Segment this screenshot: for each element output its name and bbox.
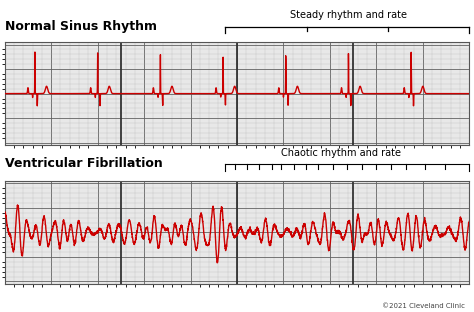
Text: Chaotic rhythm and rate: Chaotic rhythm and rate [281, 148, 401, 158]
Text: Normal Sinus Rhythm: Normal Sinus Rhythm [5, 20, 157, 33]
Text: ©2021 Cleveland Clinic: ©2021 Cleveland Clinic [382, 303, 465, 309]
Text: Steady rhythm and rate: Steady rhythm and rate [290, 10, 407, 20]
Text: Ventricular Fibrillation: Ventricular Fibrillation [5, 157, 163, 170]
